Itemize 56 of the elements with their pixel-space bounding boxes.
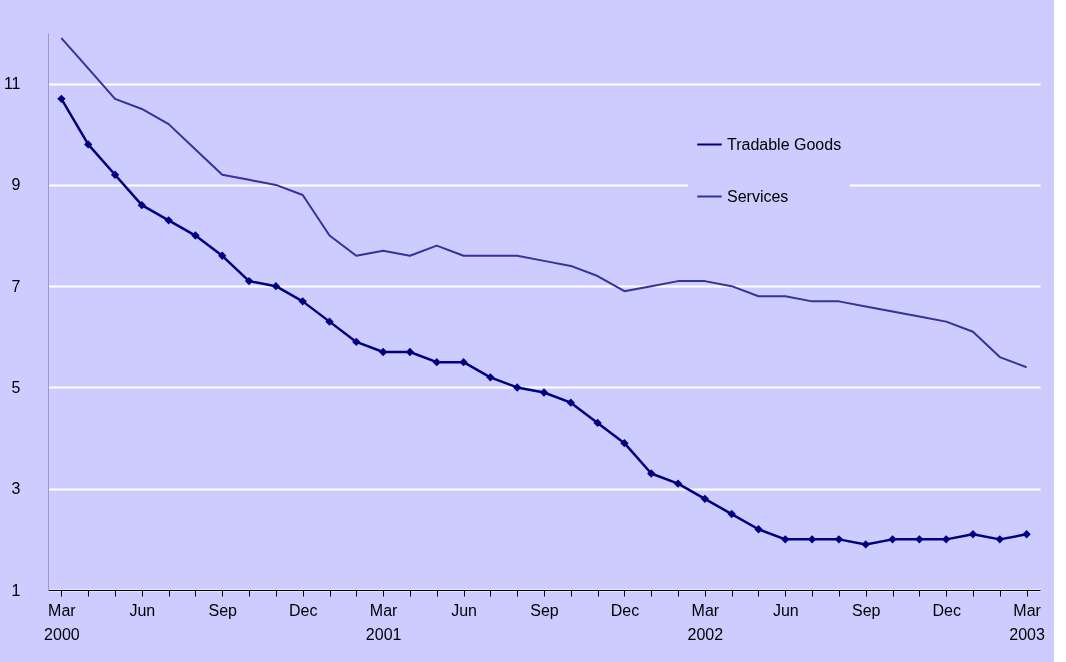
point: [754, 525, 763, 534]
y-tick-label: 5: [11, 378, 21, 396]
point: [352, 337, 361, 347]
x-tick-label: Jun: [129, 601, 156, 619]
point: [459, 357, 468, 367]
point: [539, 388, 549, 397]
point: [888, 535, 897, 544]
x-tick-label: Sep: [530, 601, 559, 619]
point: [84, 140, 93, 149]
point: [244, 276, 254, 286]
point: [110, 170, 120, 179]
x-tick-label: Jun: [772, 601, 799, 619]
x-tick-label: Dec: [610, 601, 640, 619]
point: [593, 418, 602, 428]
point: [620, 438, 629, 448]
point: [727, 509, 736, 519]
y-tick-label: 9: [11, 176, 21, 194]
x-tick-label: Dec: [288, 601, 318, 619]
point: [298, 297, 307, 306]
point: [218, 251, 227, 260]
x-tick-label: Dec: [932, 601, 961, 619]
y-tick-label: 3: [11, 480, 21, 498]
point: [566, 398, 575, 407]
point: [325, 317, 334, 326]
point: [137, 200, 147, 210]
legend-label: Tradable Goods: [727, 135, 842, 153]
x-tick-label: Sep: [852, 601, 881, 619]
point: [700, 494, 710, 504]
point: [834, 535, 844, 544]
point: [995, 535, 1004, 544]
point: [781, 535, 790, 544]
point: [271, 282, 281, 291]
point: [673, 479, 683, 488]
y-tick-label: 11: [3, 75, 21, 93]
point: [432, 357, 441, 367]
point: [1022, 530, 1031, 539]
point: [191, 231, 200, 240]
x-tick-label: Mar 2000: [44, 601, 80, 643]
x-tick-label: Mar 2003: [1009, 601, 1045, 643]
x-tick-label: Mar 2002: [687, 601, 724, 643]
x-tick-label: Jun: [451, 601, 477, 619]
point: [378, 347, 388, 357]
x-tick-label: Mar 2001: [365, 601, 402, 643]
y-tick-label: 7: [11, 277, 21, 295]
point: [968, 530, 978, 539]
legend-label: Services: [727, 187, 789, 205]
point: [915, 535, 924, 544]
point: [513, 383, 522, 392]
point: [57, 94, 66, 104]
line-series: [60, 37, 1028, 369]
y-tick-label: 1: [11, 581, 21, 599]
point: [164, 216, 173, 225]
point: [861, 540, 870, 549]
point: [647, 469, 656, 478]
point: [486, 373, 495, 382]
x-tick-label: Sep: [208, 601, 238, 619]
